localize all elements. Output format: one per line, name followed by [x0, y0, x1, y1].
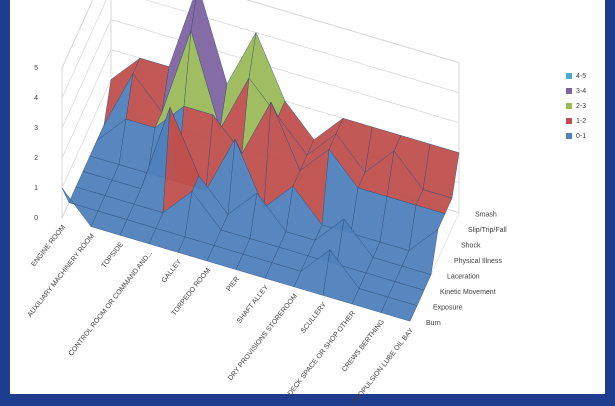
- z-tick-label: 4: [34, 95, 38, 102]
- legend-swatch: [566, 88, 572, 94]
- z-tick-label: 5: [34, 65, 38, 72]
- series-label: Physical Illness: [454, 258, 502, 265]
- grid-line: [61, 19, 460, 129]
- legend-label: 1-2: [576, 118, 586, 125]
- z-tick-label: 2: [34, 155, 38, 162]
- z-tick-label: 0: [34, 215, 38, 222]
- grid-line: [61, 0, 460, 69]
- legend-label: 3-4: [576, 88, 586, 95]
- legend-label: 2-3: [576, 103, 586, 110]
- legend-label: 4-5: [576, 73, 586, 80]
- legend-swatch: [566, 103, 572, 109]
- series-label: Slip/Trip/Fall: [468, 227, 507, 234]
- series-label: Exposure: [433, 305, 463, 312]
- series-label: Laceration: [447, 274, 480, 281]
- legend-swatch: [566, 118, 572, 124]
- legend-swatch: [566, 73, 572, 79]
- legend-swatch: [566, 133, 572, 139]
- surface-cell: [380, 296, 418, 322]
- z-tick-label: 1: [34, 185, 38, 192]
- series-label: Shock: [461, 243, 481, 250]
- series-label: Kinetic Movement: [440, 289, 496, 296]
- series-label: Burn: [426, 320, 441, 327]
- z-tick-label: 3: [34, 125, 38, 132]
- grid-line: [61, 0, 460, 99]
- series-label: Smash: [475, 212, 497, 219]
- legend-label: 0-1: [576, 133, 586, 140]
